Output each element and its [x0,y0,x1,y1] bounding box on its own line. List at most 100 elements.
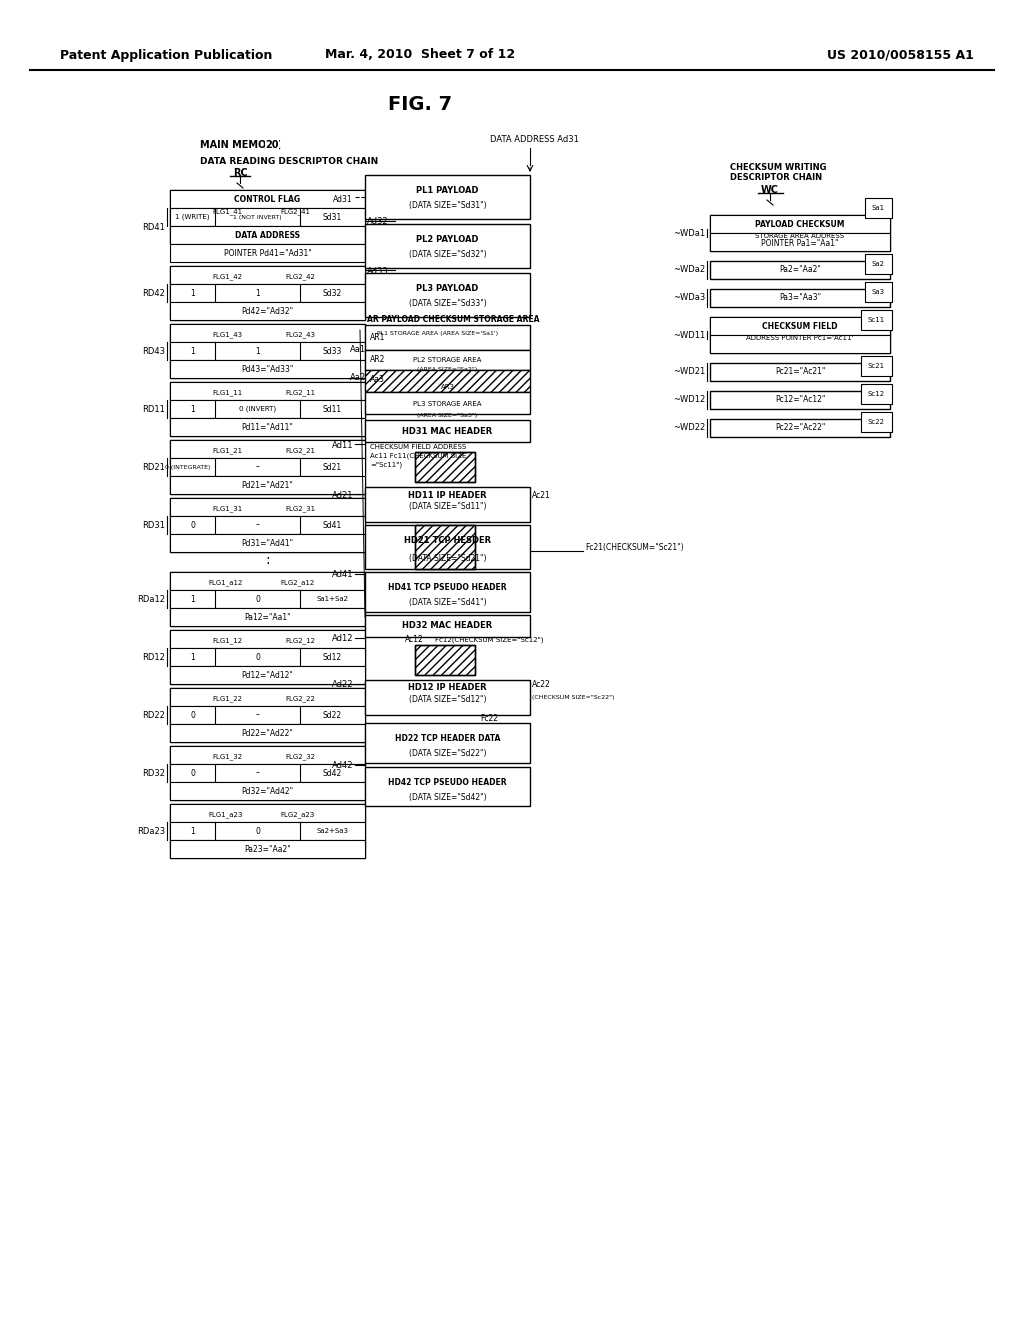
Bar [365,525,530,569]
Text: Pa3="Aa3": Pa3="Aa3" [779,293,821,302]
Text: FLG2_41: FLG2_41 [280,209,310,215]
Text: Pc12="Ac12": Pc12="Ac12" [775,396,825,404]
Bar [170,746,365,764]
Bar [170,764,365,781]
Text: Pc21="Ac21": Pc21="Ac21" [775,367,825,376]
Text: FLG2_12: FLG2_12 [285,638,315,644]
Text: –: – [256,710,259,719]
Text: FLG2_21: FLG2_21 [285,447,315,454]
Text: CHECKSUM WRITING: CHECKSUM WRITING [730,164,826,173]
Text: FLG1_12: FLG1_12 [212,638,242,644]
Bar [415,451,475,482]
Text: FLG1_31: FLG1_31 [212,506,243,512]
Text: 1: 1 [190,346,195,355]
Bar [170,342,365,360]
Text: Fc21(CHECKSUM="Sc21"): Fc21(CHECKSUM="Sc21") [585,543,684,552]
Bar [170,267,365,284]
Text: Sd12: Sd12 [323,652,342,661]
Text: Sa1+Sa2: Sa1+Sa2 [316,597,348,602]
Text: FLG2_a23: FLG2_a23 [280,812,314,818]
Bar [365,767,530,807]
Text: CHECKSUM FIELD ADDRESS: CHECKSUM FIELD ADDRESS [370,444,466,450]
Bar [710,289,890,308]
Text: Mar. 4, 2010  Sheet 7 of 12: Mar. 4, 2010 Sheet 7 of 12 [325,49,515,62]
Bar [170,190,365,209]
Text: 1 (NOT INVERT): 1 (NOT INVERT) [233,214,282,219]
Text: Pa23="Aa2": Pa23="Aa2" [244,845,291,854]
Text: MAIN MEMORY: MAIN MEMORY [200,140,284,150]
Bar [710,335,890,352]
Text: Sc22: Sc22 [868,418,885,425]
Bar [710,363,890,381]
Bar [365,350,530,370]
Text: (DATA SIZE="Sd12"): (DATA SIZE="Sd12") [409,696,486,705]
Text: Aa3: Aa3 [370,375,385,384]
Text: Patent Application Publication: Patent Application Publication [60,49,272,62]
Text: PL3 PAYLOAD: PL3 PAYLOAD [417,284,478,293]
Text: 0: 0 [190,768,195,777]
Bar [170,244,365,261]
Bar [170,804,365,822]
Text: RD22: RD22 [142,710,165,719]
Bar [170,840,365,858]
Text: Ac12: Ac12 [406,635,424,644]
Text: Pd12="Ad12": Pd12="Ad12" [242,671,294,680]
Text: Ac21: Ac21 [532,491,551,499]
Text: 1: 1 [190,404,195,413]
Bar [365,615,530,636]
Text: HD41 TCP PSEUDO HEADER: HD41 TCP PSEUDO HEADER [388,583,507,593]
Bar [170,400,365,418]
Text: FLG2_42: FLG2_42 [285,273,314,280]
Text: Ad21: Ad21 [332,491,353,499]
Text: Sc12: Sc12 [868,391,885,397]
Text: 1: 1 [255,289,260,297]
Text: 1: 1 [190,652,195,661]
Text: FLG1_42: FLG1_42 [212,273,242,280]
Bar [710,215,890,251]
Bar [710,261,890,279]
Bar [170,418,365,436]
Bar [415,525,475,569]
Text: PL2 PAYLOAD: PL2 PAYLOAD [416,235,479,244]
Text: WC: WC [761,185,779,195]
Bar [365,723,530,763]
Text: FLG1_21: FLG1_21 [212,447,242,454]
Bar [170,667,365,684]
Bar [365,370,530,392]
Text: Fc12(CHECKSUM SIZE="Sc12"): Fc12(CHECKSUM SIZE="Sc12") [435,636,544,643]
Text: Pc22="Ac22": Pc22="Ac22" [775,424,825,433]
Bar [170,190,365,244]
Text: AR3: AR3 [440,384,455,389]
Bar [170,323,365,342]
Text: (DATA SIZE="Sd11"): (DATA SIZE="Sd11") [409,503,486,511]
Bar [170,572,365,590]
Text: (AREA SIZE="Sa3"): (AREA SIZE="Sa3") [418,412,477,417]
Bar [710,418,890,437]
Text: (DATA SIZE="Sd22"): (DATA SIZE="Sd22") [409,750,486,758]
Bar [365,572,530,611]
Text: Ad42: Ad42 [332,762,353,770]
Text: DATA READING DESCRIPTOR CHAIN: DATA READING DESCRIPTOR CHAIN [200,157,378,166]
Bar [710,317,890,352]
Text: 0: 0 [255,594,260,603]
Text: Pd31="Ad41": Pd31="Ad41" [242,539,294,548]
Bar [170,630,365,684]
Text: Sa1: Sa1 [871,205,885,211]
Bar [710,234,890,251]
Text: Sd41: Sd41 [323,520,342,529]
Bar [365,325,530,350]
Text: (DATA SIZE="Sd33"): (DATA SIZE="Sd33") [409,300,486,309]
Text: AR2: AR2 [370,355,385,364]
Text: Ac22: Ac22 [532,680,551,689]
Bar [170,477,365,494]
Text: (DATA SIZE="Sd32"): (DATA SIZE="Sd32") [409,251,486,259]
Text: –: – [256,768,259,777]
Text: (CHECKSUM SIZE="Sc22"): (CHECKSUM SIZE="Sc22") [532,696,614,701]
Bar [365,487,530,523]
Text: Sa2: Sa2 [872,261,885,267]
Bar [170,648,365,667]
Text: Sd31: Sd31 [323,213,342,222]
Bar [170,360,365,378]
Text: RDa12: RDa12 [137,594,165,603]
Text: HD42 TCP PSEUDO HEADER: HD42 TCP PSEUDO HEADER [388,777,507,787]
